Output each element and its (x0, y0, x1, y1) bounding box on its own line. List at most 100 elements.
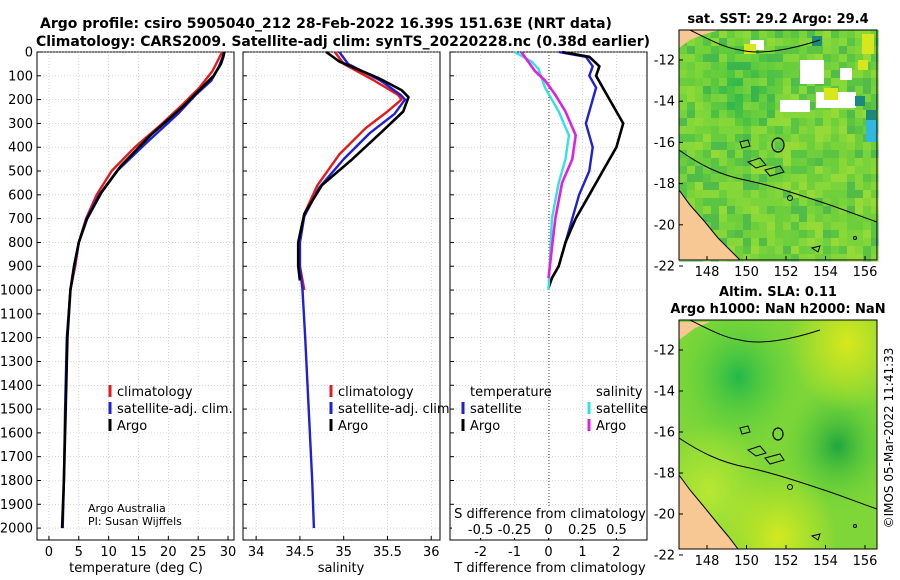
sst-cell (727, 54, 735, 62)
sst-map-ticks: 148 150 152 154 156 -12 -14 -16 -18 -20 -22 (654, 54, 878, 281)
sst-cell (815, 206, 823, 214)
sst-cell (847, 134, 855, 142)
sst-cell (855, 158, 863, 166)
sst-cell (847, 86, 855, 94)
sst-cell (759, 214, 767, 222)
sst-cell (743, 230, 751, 238)
sst-cell (807, 134, 815, 142)
sla-map-ticks: 148 150 152 154 156 -12 -14 -16 -18 -20 -22 (654, 344, 878, 570)
sst-cell (695, 102, 703, 110)
sst-cell (831, 198, 839, 206)
sst-cell (775, 230, 783, 238)
sst-cell (743, 182, 751, 190)
sst-cell (719, 238, 727, 246)
series-line-argo (60, 51, 226, 529)
sst-cell (687, 118, 695, 126)
sla-map-title-1: Altim. SLA: 0.11 (719, 285, 837, 300)
sst-cell (751, 190, 759, 198)
sst-cell (687, 78, 695, 86)
sla-land-png (679, 322, 710, 340)
sst-cell (743, 158, 751, 166)
sst-cell (767, 86, 775, 94)
sst-cell (759, 238, 767, 246)
sst-cell (743, 62, 751, 70)
sst-cell (711, 190, 719, 198)
sst-cell (775, 30, 783, 38)
sst-cell (767, 230, 775, 238)
s-tick-label: 0.5 (606, 523, 627, 538)
sst-cell (743, 174, 751, 182)
sst-cell (807, 94, 815, 102)
sst-cell (767, 206, 775, 214)
sst-cell (815, 198, 823, 206)
sst-cell (815, 190, 823, 198)
sst-cell (719, 62, 727, 70)
sst-cell (783, 174, 791, 182)
sst-cell (711, 94, 719, 102)
sst-cell (743, 214, 751, 222)
sst-cell (791, 254, 799, 262)
sst-cell (815, 134, 823, 142)
sst-cell (847, 174, 855, 182)
x-tick-label: 0 (544, 545, 552, 560)
sst-cell (759, 70, 767, 78)
sst-cell (815, 238, 823, 246)
sst-cell (687, 158, 695, 166)
sst-map-title: sat. SST: 29.2 Argo: 29.4 (687, 12, 868, 27)
sst-cell (815, 142, 823, 150)
sst-cell (807, 54, 815, 62)
reef-outline (739, 139, 751, 149)
sst-cell (743, 70, 751, 78)
sst-cell (703, 110, 711, 118)
salinity-panel: 34 34.5 35 35.5 36 salinity climatology sate… (242, 50, 454, 576)
sst-cell (735, 30, 743, 38)
sst-cell (711, 70, 719, 78)
sst-cell (735, 118, 743, 126)
sst-cell (767, 142, 775, 150)
sst-cell (847, 30, 855, 38)
sst-cell (783, 38, 791, 46)
temperature-xlabel: temperature (deg C) (69, 561, 203, 576)
sst-cell (703, 198, 711, 206)
sst-cell (839, 62, 847, 70)
sst-cell (783, 158, 791, 166)
sst-cell (791, 230, 799, 238)
sst-cell (823, 142, 831, 150)
sst-cell (703, 102, 711, 110)
sst-cell (719, 38, 727, 46)
sst-cell (767, 150, 775, 158)
map-x-tick-label: 148 (695, 265, 720, 280)
sst-cell (767, 246, 775, 254)
sst-cell (735, 126, 743, 134)
sst-cell (823, 230, 831, 238)
y-tick-label: 0 (25, 46, 33, 61)
s-tick-label: 0.25 (568, 523, 597, 538)
legend-label-climatology: climatology (117, 385, 193, 400)
sst-cell (775, 110, 783, 118)
sst-cell (695, 38, 703, 46)
sst-cell (847, 190, 855, 198)
sst-cell (855, 110, 863, 118)
sst-cell (799, 182, 807, 190)
y-tick-label: 500 (8, 165, 33, 180)
y-tick-label: 1300 (0, 355, 33, 370)
sst-cell (871, 254, 879, 262)
sst-cell (711, 62, 719, 70)
sst-missing-cell (840, 68, 852, 80)
sst-cell (831, 150, 839, 158)
sst-cell (719, 142, 727, 150)
legend-label-s-argo: Argo (596, 419, 626, 434)
sst-cell (759, 30, 767, 38)
sst-cell (839, 166, 847, 174)
sst-map-cells (679, 30, 879, 262)
sla-map-shade (679, 320, 877, 549)
sst-cell (687, 134, 695, 142)
sst-cell (743, 78, 751, 86)
sst-cell (751, 142, 759, 150)
map-x-tick-label: 148 (695, 554, 720, 569)
sst-cell (727, 206, 735, 214)
sst-cell (775, 222, 783, 230)
x-tick-label: -1 (508, 545, 521, 560)
sst-cell (831, 230, 839, 238)
